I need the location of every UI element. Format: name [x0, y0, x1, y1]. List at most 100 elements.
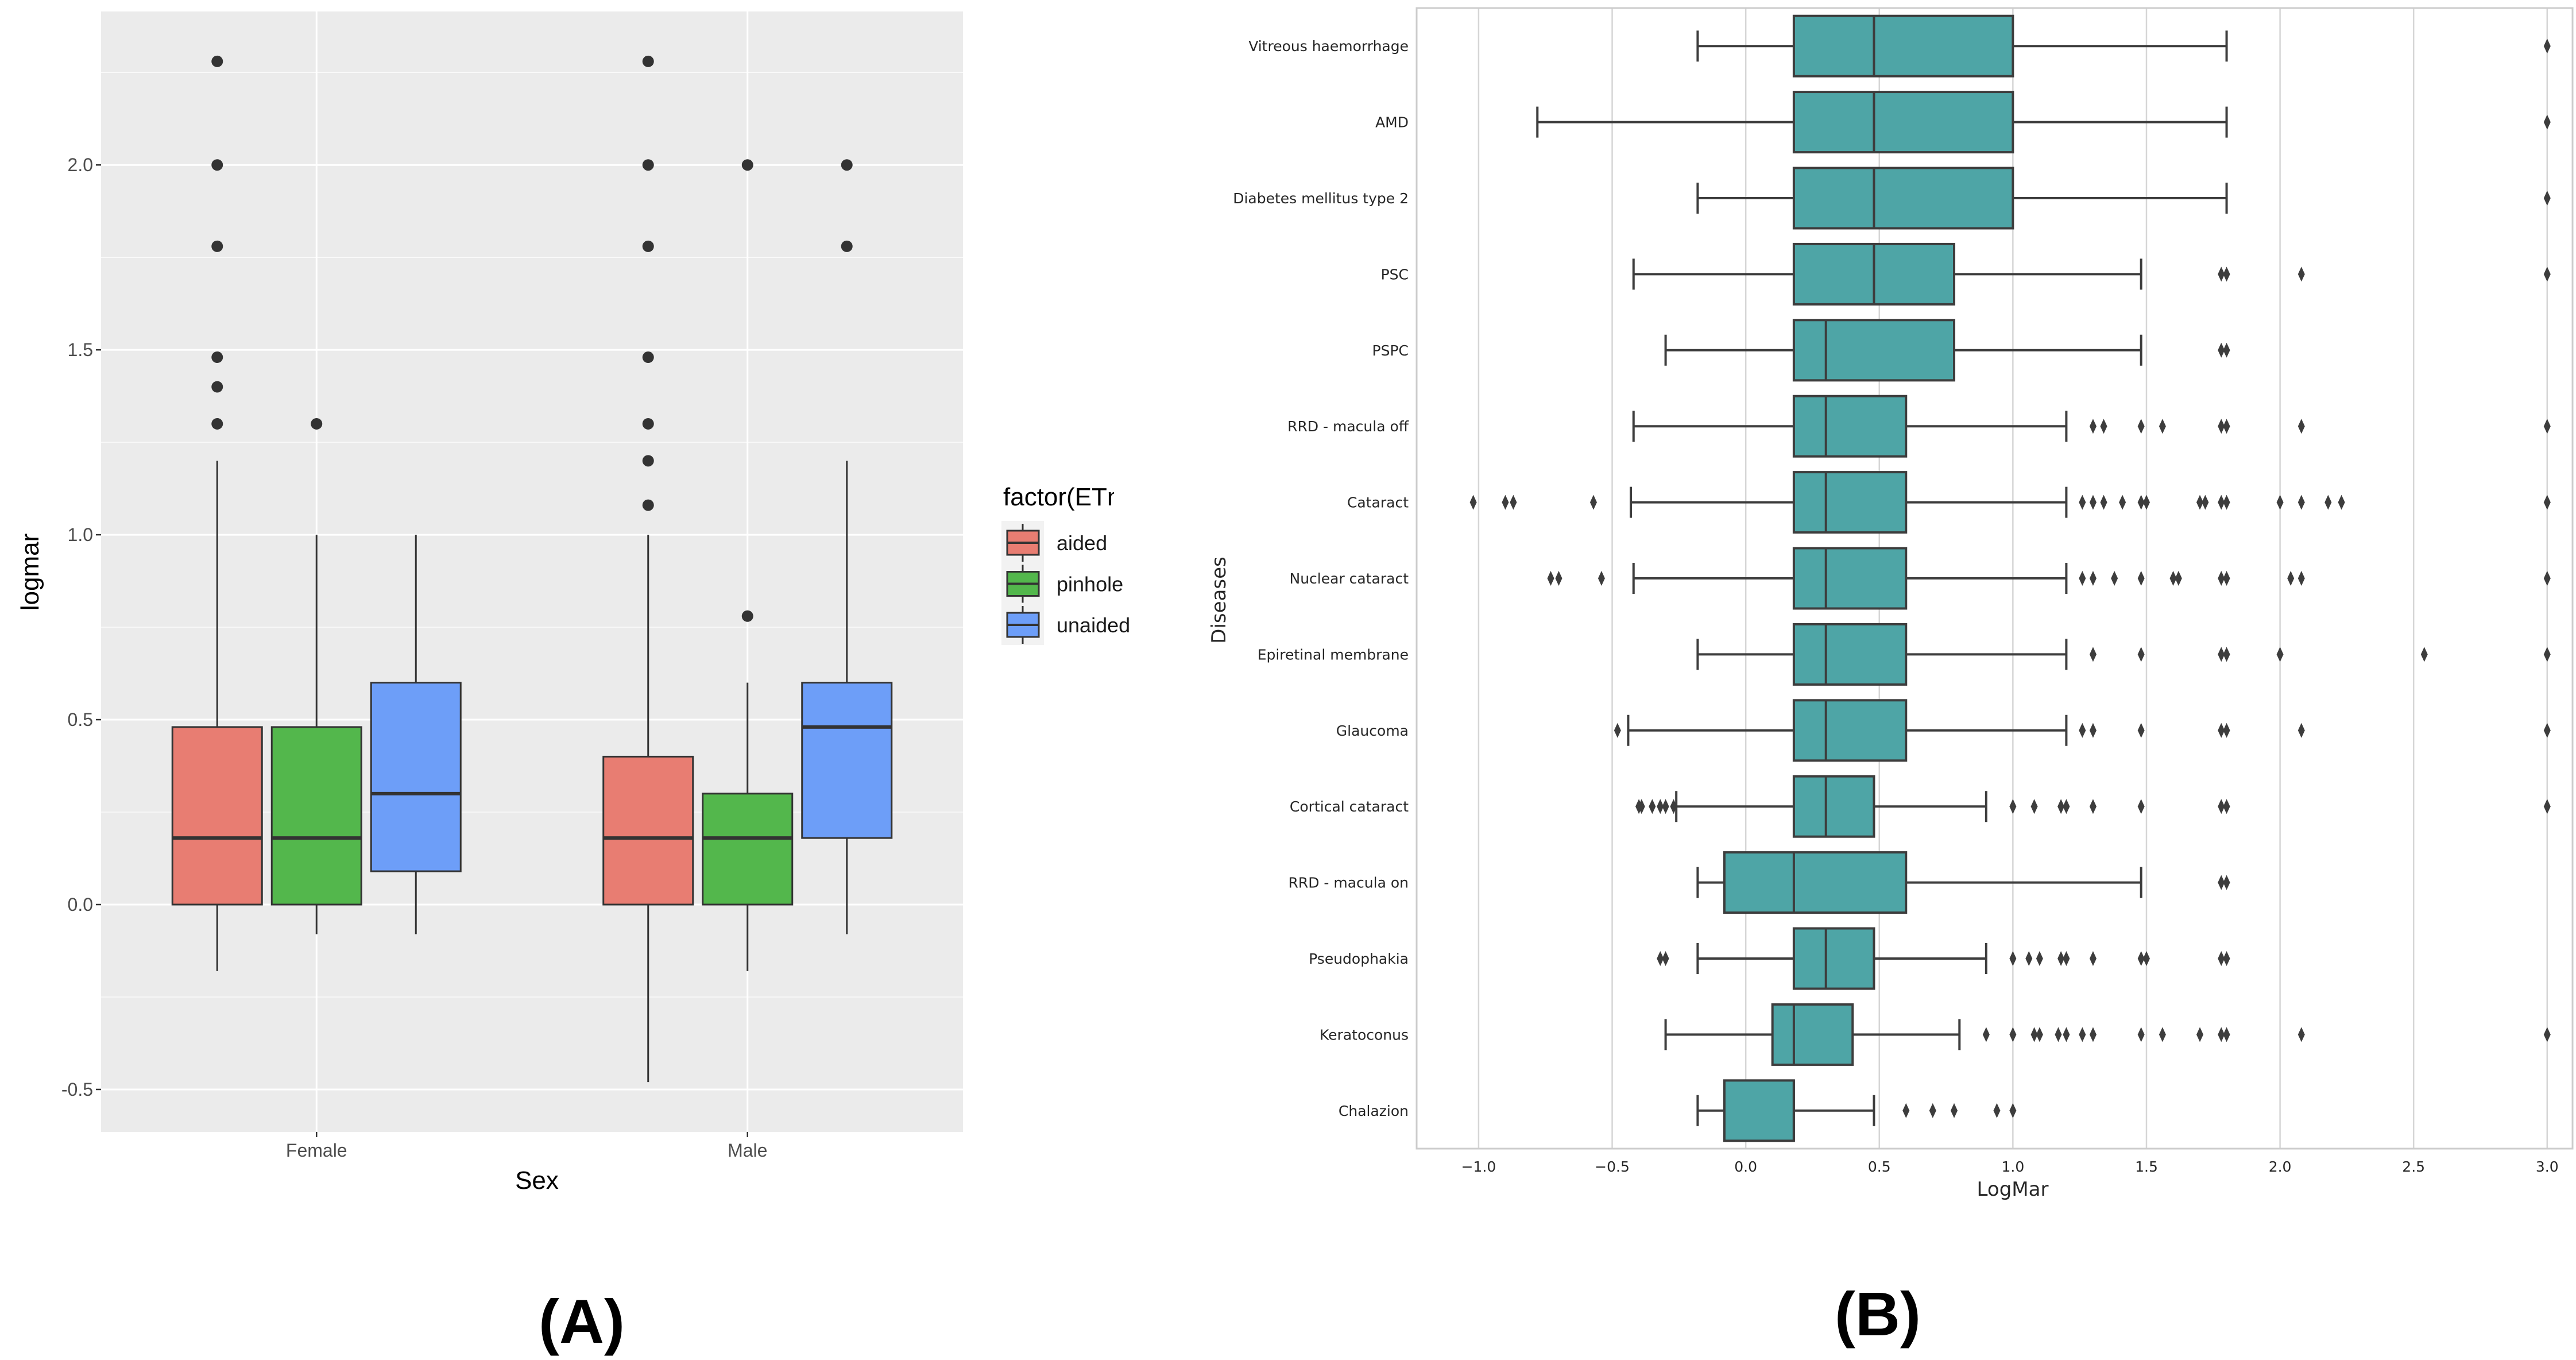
- outlier-point: [2297, 419, 2305, 434]
- panel-b-plot-frame: [1415, 7, 2574, 1150]
- outlier-point: [2063, 1027, 2070, 1042]
- outlier-point: [2089, 799, 2097, 814]
- outlier-point: [2297, 722, 2305, 738]
- box-nuclear-cataract: [1547, 547, 2551, 610]
- outlier-point: [2218, 951, 2225, 966]
- box-chalazion: [1696, 1079, 2017, 1142]
- outlier-point: [2543, 647, 2551, 662]
- outlier-point: [1502, 494, 1509, 510]
- box-iqr: [702, 793, 794, 906]
- box-iqr: [1792, 167, 2014, 230]
- outlier-point: [2009, 1103, 2017, 1118]
- outlier-point: [642, 418, 654, 430]
- outlier-point: [2089, 571, 2097, 586]
- outlier-point: [2543, 571, 2551, 586]
- y-tick-label: PSPC: [1372, 342, 1409, 359]
- panel-b-label: (B): [1835, 1279, 1921, 1349]
- outlier-point: [1662, 951, 1669, 966]
- outlier-point: [2202, 494, 2209, 510]
- panel-b-boxes: [1469, 14, 2551, 1142]
- outlier-point: [2223, 951, 2230, 966]
- outlier-point: [741, 610, 753, 622]
- outlier-point: [2338, 494, 2345, 510]
- box-pspc: [1664, 319, 2230, 382]
- outlier-point: [2223, 571, 2230, 586]
- outlier-point: [2223, 342, 2230, 358]
- outlier-point: [2137, 494, 2145, 510]
- x-tick-label: 2.0: [2269, 1158, 2292, 1175]
- y-tick-label: Keratoconus: [1320, 1026, 1409, 1043]
- outlier-point: [2218, 494, 2225, 510]
- box-male-unaided: [801, 159, 893, 934]
- outlier-point: [2543, 266, 2551, 282]
- x-tick-label: 0.5: [1868, 1158, 1891, 1175]
- outlier-point: [2287, 571, 2295, 586]
- y-tick-label: Epiretinal membrane: [1258, 646, 1409, 663]
- outlier-point: [2119, 494, 2126, 510]
- panel-a-plot-background: [101, 11, 963, 1132]
- x-tick-label: Male: [728, 1140, 767, 1161]
- outlier-point: [2036, 951, 2043, 966]
- outlier-point: [2324, 494, 2332, 510]
- outlier-point: [1649, 799, 1656, 814]
- legend-item-aided: aided: [1006, 524, 1107, 562]
- outlier-point: [2276, 647, 2284, 662]
- box-glaucoma: [1614, 699, 2551, 762]
- outlier-point: [2137, 571, 2145, 586]
- outlier-point: [2137, 647, 2145, 662]
- panel-a-axes: -0.5 0.0 0.5 1.0 1.5 2.0 Female Male: [61, 154, 768, 1161]
- outlier-point: [1614, 722, 1621, 738]
- y-tick-label: Diabetes mellitus type 2: [1233, 190, 1409, 207]
- box-iqr: [1792, 927, 1875, 990]
- panel-b-axes: −1.0 −0.5 0.0 0.5 1.0 1.5 2.0 2.5 3.0 Vitreous ha…: [1233, 38, 2558, 1175]
- y-tick-label: AMD: [1375, 114, 1409, 131]
- outlier-point: [2223, 647, 2230, 662]
- y-tick-label: -0.5: [61, 1079, 93, 1100]
- outlier-point: [1589, 494, 1597, 510]
- outlier-point: [2218, 266, 2225, 282]
- box-iqr: [370, 682, 462, 872]
- outlier-point: [1598, 571, 1605, 586]
- outlier-point: [1662, 799, 1669, 814]
- outlier-point: [1929, 1103, 1936, 1118]
- outlier-point: [2089, 494, 2097, 510]
- box-iqr: [1792, 623, 1908, 686]
- outlier-point: [1547, 571, 1554, 586]
- legend-item-unaided: unaided: [1006, 606, 1130, 644]
- outlier-point: [2009, 799, 2017, 814]
- box-female-aided: [171, 55, 263, 971]
- outlier-point: [2223, 722, 2230, 738]
- outlier-point: [2297, 266, 2305, 282]
- y-tick-label: Cataract: [1347, 494, 1409, 511]
- y-tick-label: 2.0: [68, 154, 93, 175]
- outlier-point: [741, 159, 753, 171]
- box-iqr: [801, 682, 893, 839]
- outlier-point: [2089, 722, 2097, 738]
- outlier-point: [2030, 799, 2038, 814]
- outlier-point: [2089, 951, 2097, 966]
- outlier-point: [642, 499, 654, 511]
- y-tick-label: Glaucoma: [1336, 722, 1409, 739]
- outlier-point: [2218, 799, 2225, 814]
- outlier-point: [2543, 799, 2551, 814]
- outlier-point: [2063, 799, 2070, 814]
- outlier-point: [2420, 647, 2428, 662]
- outlier-point: [2079, 494, 2086, 510]
- outlier-point: [2543, 38, 2551, 54]
- box-psc: [1632, 242, 2551, 306]
- y-tick-label: 0.0: [68, 894, 93, 915]
- x-tick-label: 1.5: [2135, 1158, 2158, 1175]
- legend-label: pinhole: [1057, 573, 1123, 596]
- panel-b-y-axis-title: Diseases: [1208, 557, 1231, 643]
- outlier-point: [2159, 1027, 2166, 1042]
- outlier-point: [2036, 1027, 2043, 1042]
- outlier-point: [1657, 799, 1664, 814]
- y-tick-label: 0.5: [68, 709, 93, 730]
- outlier-point: [2055, 1027, 2062, 1042]
- outlier-point: [2218, 571, 2225, 586]
- box-cortical-cataract: [1635, 775, 2551, 838]
- outlier-point: [642, 455, 654, 467]
- legend-items: aided pinhole unaided: [1001, 521, 1130, 645]
- outlier-point: [2218, 342, 2225, 358]
- outlier-point: [211, 418, 223, 430]
